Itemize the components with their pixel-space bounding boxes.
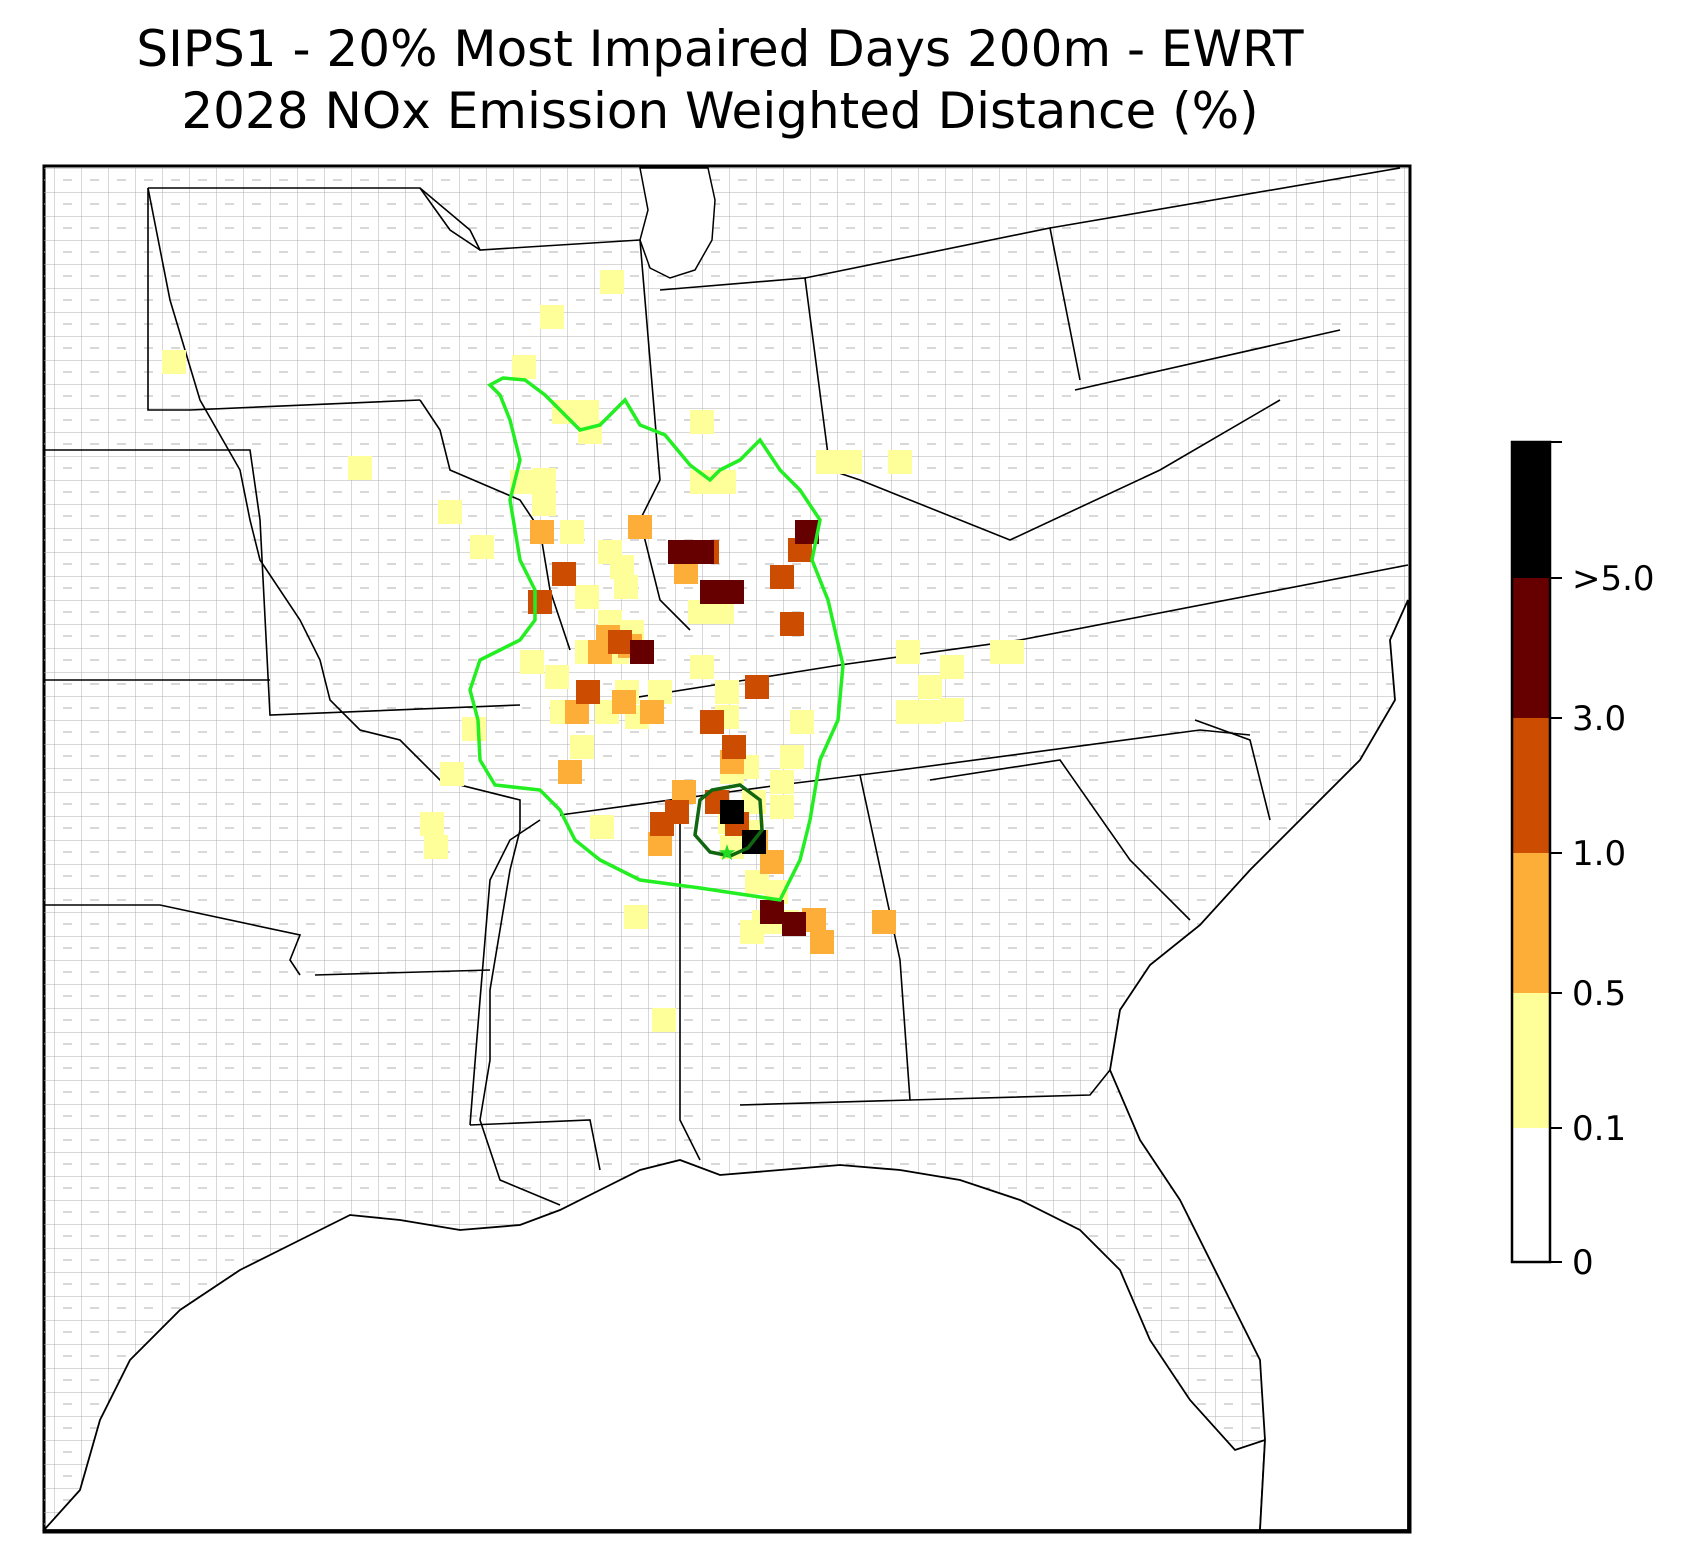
cell-very-high-7 — [630, 640, 654, 664]
cell-mid-18 — [640, 700, 664, 724]
cell-low-10 — [532, 468, 556, 492]
cell-very-high-5 — [782, 912, 806, 936]
colorbar-label-4: 3.0 — [1572, 699, 1626, 739]
cell-low-5 — [540, 305, 564, 329]
cell-mid-0 — [530, 520, 554, 544]
cell-high-9 — [780, 612, 804, 636]
colorbar-swatch-0 — [1512, 1128, 1550, 1262]
colorbar-label-1: 0.1 — [1572, 1109, 1626, 1149]
emission-cells-layer — [162, 270, 1024, 1032]
cell-low-67 — [424, 835, 448, 859]
cell-mid-11 — [810, 930, 834, 954]
cell-high-10 — [745, 675, 769, 699]
cell-low-65 — [440, 762, 464, 786]
cell-mid-13 — [558, 760, 582, 784]
cell-low-59 — [896, 700, 920, 724]
cell-low-54 — [838, 450, 862, 474]
cell-high-11 — [770, 565, 794, 589]
cell-very-high-1 — [690, 540, 714, 564]
cell-low-16 — [614, 575, 638, 599]
cell-low-17 — [575, 585, 599, 609]
cell-high-4 — [722, 735, 746, 759]
colorbar-swatch-4 — [1512, 578, 1550, 718]
cell-high-3 — [700, 710, 724, 734]
cell-low-69 — [590, 815, 614, 839]
colorbar-label-5: >5.0 — [1572, 559, 1655, 599]
cell-low-68 — [652, 1008, 676, 1032]
colorbar-swatch-3 — [1512, 718, 1550, 853]
cell-low-58 — [918, 700, 942, 724]
cell-mid-1 — [628, 515, 652, 539]
cell-low-30 — [690, 410, 714, 434]
colorbar-label-0: 0 — [1572, 1243, 1594, 1283]
cell-low-70 — [624, 905, 648, 929]
cell-low-23 — [545, 665, 569, 689]
cell-low-71 — [520, 650, 544, 674]
cell-high-1 — [528, 590, 552, 614]
cell-low-50 — [780, 745, 804, 769]
title-line-2: 2028 NOx Emission Weighted Distance (%) — [181, 82, 1259, 140]
cell-low-35 — [690, 655, 714, 679]
cell-low-41 — [770, 795, 794, 819]
cell-low-36 — [715, 680, 739, 704]
cell-low-25 — [570, 735, 594, 759]
cell-low-3 — [470, 535, 494, 559]
cell-max-0 — [720, 800, 744, 824]
cell-low-60 — [918, 675, 942, 699]
cell-low-0 — [162, 350, 186, 374]
cell-low-52 — [770, 770, 794, 794]
cell-low-6 — [512, 355, 536, 379]
cell-low-64 — [462, 717, 486, 741]
cell-high-2 — [576, 680, 600, 704]
cell-mid-12 — [872, 910, 896, 934]
colorbar-label-3: 1.0 — [1572, 834, 1626, 874]
cell-low-56 — [896, 640, 920, 664]
source-star-icon: ★ — [717, 841, 737, 866]
cell-low-51 — [790, 710, 814, 734]
colorbar-label-2: 0.5 — [1572, 974, 1626, 1014]
cell-very-high-4 — [760, 900, 784, 924]
inner-contour — [693, 783, 764, 858]
title-line-1: SIPS1 - 20% Most Impaired Days 200m - EW… — [136, 20, 1304, 78]
lake-michigan — [639, 167, 716, 279]
cell-low-2 — [600, 270, 624, 294]
atlantic-ocean — [1109, 599, 1409, 1531]
colorbar-swatch-1 — [1512, 993, 1550, 1128]
cell-very-high-0 — [668, 540, 692, 564]
cell-low-53 — [816, 450, 840, 474]
cell-high-13 — [608, 630, 632, 654]
colorbar: 0 0.1 0.5 1.0 3.0 >5.0 — [1510, 440, 1655, 1283]
cell-high-0 — [552, 562, 576, 586]
cell-low-55 — [888, 450, 912, 474]
map-title: SIPS1 - 20% Most Impaired Days 200m - EW… — [0, 18, 1440, 142]
gulf-of-mexico — [41, 1159, 1266, 1531]
outer-contour — [468, 376, 845, 902]
cell-low-1 — [348, 456, 372, 480]
cell-very-high-3 — [720, 580, 744, 604]
cell-high-14 — [650, 812, 674, 836]
cell-low-61 — [940, 698, 964, 722]
cell-low-11 — [532, 492, 556, 516]
colorbar-ticks — [1550, 441, 1562, 1263]
cell-low-57 — [940, 655, 964, 679]
state-boundaries — [44, 167, 1409, 1171]
cell-low-4 — [438, 500, 462, 524]
cell-low-66 — [420, 812, 444, 836]
cell-mid-17 — [612, 690, 636, 714]
cell-low-13 — [560, 520, 584, 544]
colorbar-swatch-5 — [1512, 442, 1550, 578]
colorbar-swatch-2 — [1512, 853, 1550, 993]
mississippi-river — [147, 187, 561, 1206]
cell-low-63 — [1000, 640, 1024, 664]
